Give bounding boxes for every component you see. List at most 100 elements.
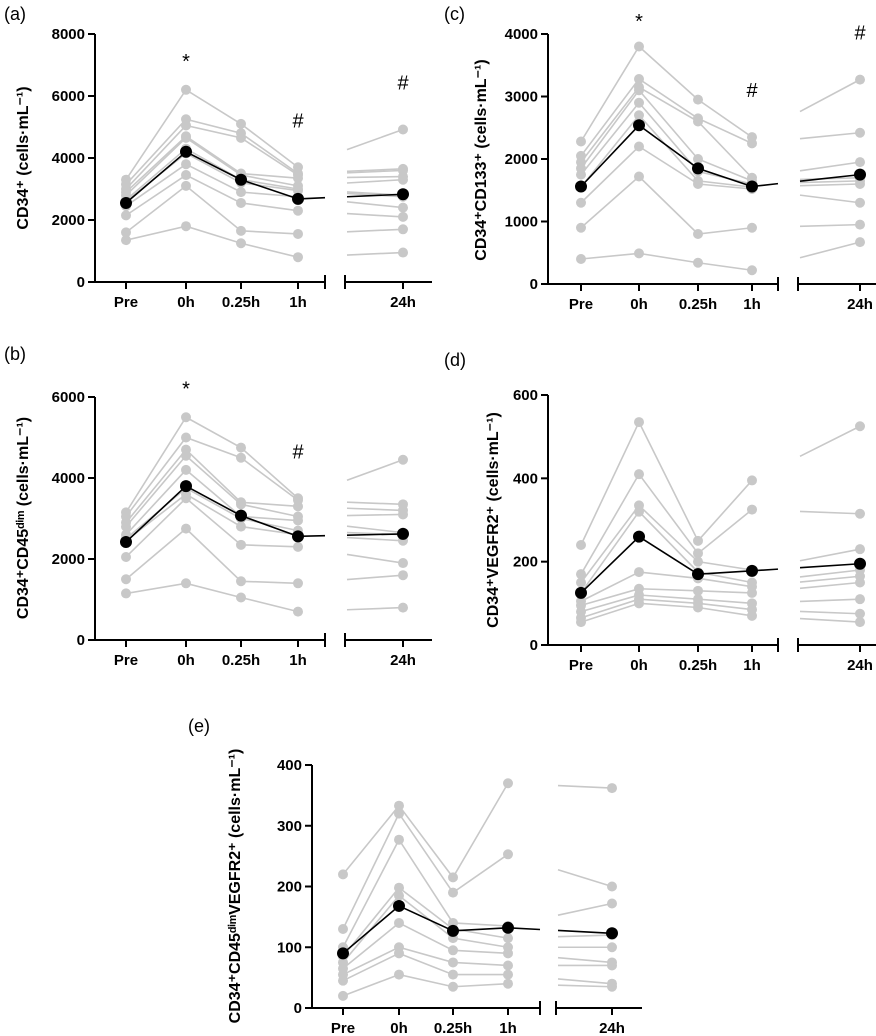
mean-point <box>397 527 409 540</box>
individual-series-line <box>342 973 509 997</box>
individual-point <box>236 576 246 587</box>
individual-series-line <box>580 45 753 142</box>
individual-series-line <box>799 180 861 184</box>
individual-point <box>693 116 703 127</box>
individual-series-line <box>125 497 299 558</box>
individual-series-line <box>342 922 509 970</box>
individual-point <box>181 412 191 423</box>
individual-series-line <box>799 194 861 204</box>
individual-series-line <box>799 569 861 578</box>
x-tick-label: Pre <box>569 296 593 313</box>
y-tick-label: 0 <box>294 1000 302 1017</box>
individual-point <box>236 187 246 198</box>
individual-point <box>693 585 703 596</box>
individual-series-line <box>580 571 753 602</box>
mean-series-line <box>125 150 299 204</box>
significance-hash: # <box>292 441 304 463</box>
individual-series-line <box>580 88 753 182</box>
individual-point <box>398 202 408 213</box>
individual-point <box>236 592 246 603</box>
individual-series-line <box>125 436 299 517</box>
mean-point <box>692 568 704 581</box>
individual-point <box>503 978 513 989</box>
individual-series-line <box>342 952 508 982</box>
individual-series-line <box>125 174 299 217</box>
significance-hash: # <box>854 23 866 45</box>
individual-series-line <box>799 78 861 113</box>
individual-series-line <box>580 510 753 594</box>
individual-point <box>634 74 644 84</box>
x-tick-label: 24h <box>847 296 873 313</box>
individual-point <box>607 981 617 992</box>
y-axis-title-0: CD34⁺ (cells·mL⁻¹) <box>15 86 32 229</box>
individual-point <box>634 141 644 152</box>
individual-point <box>634 171 644 182</box>
individual-point <box>448 969 458 980</box>
individual-series-line <box>799 575 861 583</box>
individual-series-line <box>125 454 299 528</box>
y-tick-label: 100 <box>277 939 302 956</box>
individual-series-line <box>346 606 404 611</box>
individual-point <box>398 174 408 185</box>
individual-point <box>181 180 191 191</box>
individual-series-line <box>342 946 509 976</box>
individual-point <box>747 587 757 598</box>
mean-series-line <box>342 905 509 954</box>
individual-series-line <box>346 507 404 512</box>
significance-hash: # <box>292 110 304 132</box>
individual-series-line <box>346 178 404 184</box>
mean-point <box>235 173 247 186</box>
individual-point <box>448 872 458 883</box>
panel-c: (c) 0 1000 2000 3000 4000 Pre 0h 0.25h 1h 24h CD34⁺… <box>444 4 876 313</box>
x-tick-label: 0h <box>177 652 195 669</box>
individual-point <box>693 154 703 164</box>
individual-point <box>181 464 191 475</box>
y-tick-label: 3000 <box>505 89 538 106</box>
individual-series-line <box>125 582 299 613</box>
individual-point <box>293 205 303 216</box>
individual-series-line <box>125 136 299 196</box>
individual-series-line <box>580 252 753 272</box>
individual-point <box>634 417 644 428</box>
individual-point <box>394 882 404 893</box>
individual-point <box>293 173 303 184</box>
individual-series-line <box>346 201 404 209</box>
individual-point <box>121 210 131 221</box>
individual-point <box>693 257 703 268</box>
x-tick-label: 24h <box>847 657 873 674</box>
individual-series-line <box>580 175 753 235</box>
individual-point <box>236 118 246 129</box>
individual-point <box>448 945 458 956</box>
x-tick-label: 24h <box>390 294 416 311</box>
x-tick-label: Pre <box>114 294 138 311</box>
individual-point <box>338 924 348 935</box>
panel-label: (e) <box>188 716 210 736</box>
individual-series-line <box>799 241 861 259</box>
mean-series-line <box>346 533 404 536</box>
individual-point <box>576 254 586 264</box>
individual-series-line <box>557 956 613 964</box>
individual-point <box>394 890 404 901</box>
individual-point <box>338 869 348 880</box>
individual-series-line <box>346 168 404 173</box>
individual-point <box>236 197 246 208</box>
individual-point <box>693 602 703 613</box>
individual-series-line <box>799 617 861 623</box>
individual-point <box>398 124 408 135</box>
individual-point <box>693 229 703 239</box>
individual-series-line <box>557 984 613 988</box>
x-tick-label: 1h <box>289 652 307 669</box>
y-tick-label: 200 <box>513 554 538 571</box>
individual-series-line <box>799 598 861 603</box>
individual-point <box>855 74 865 85</box>
x-tick-label: 0.25h <box>222 652 260 669</box>
mean-point <box>854 168 866 181</box>
mean-series-line <box>799 562 861 569</box>
individual-point <box>855 197 865 208</box>
x-tick-label: 0.25h <box>679 296 717 313</box>
individual-point <box>398 602 408 613</box>
individual-series-line <box>799 425 861 458</box>
x-tick-label: 0.25h <box>434 1020 472 1036</box>
x-tick-label: Pre <box>114 652 138 669</box>
individual-series-line <box>125 225 299 258</box>
